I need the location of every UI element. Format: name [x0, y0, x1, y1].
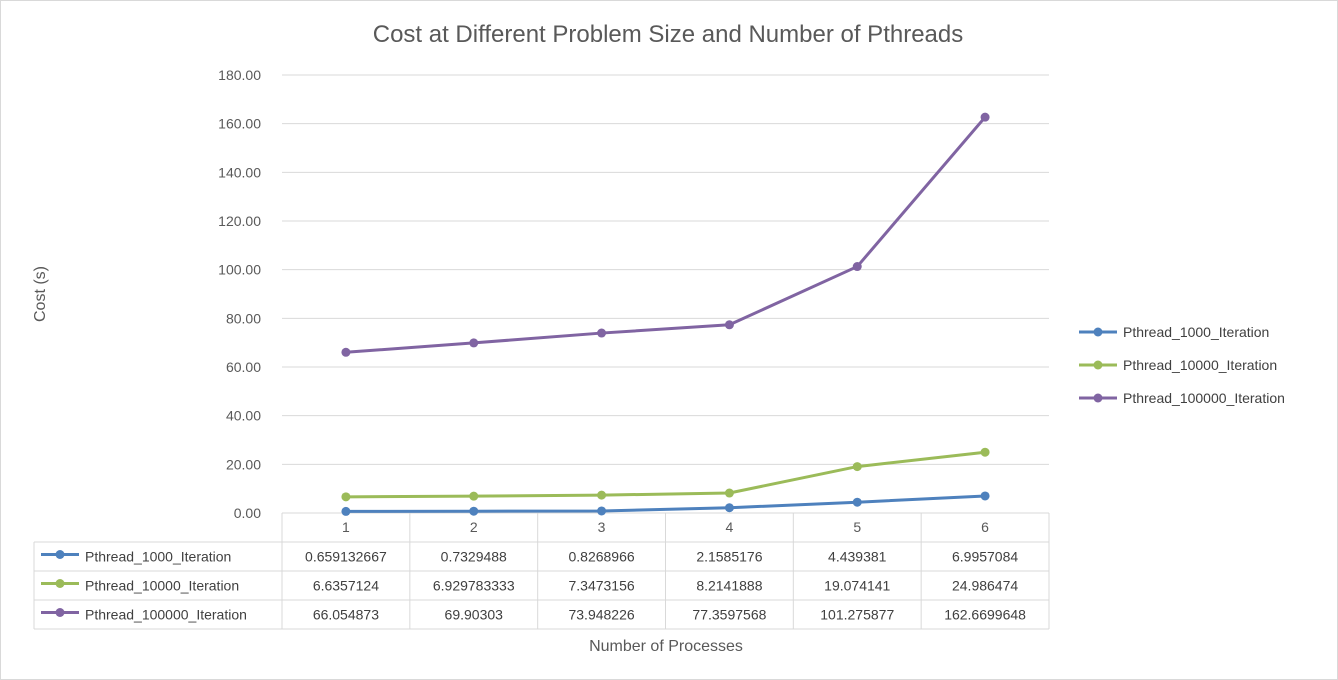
data-point [853, 498, 862, 507]
table-cell-value: 8.2141888 [696, 578, 762, 594]
x-tick-label: 3 [598, 519, 606, 535]
y-tick-label: 100.00 [218, 262, 261, 278]
legend-label: Pthread_10000_Iteration [1123, 357, 1277, 373]
series-line [346, 496, 985, 511]
table-cell-value: 0.8268966 [568, 549, 634, 565]
data-point [469, 507, 478, 516]
table-legend-key-marker [56, 579, 65, 588]
data-point [341, 507, 350, 516]
table-cell-value: 0.659132667 [305, 549, 387, 565]
series-lines [341, 113, 989, 516]
chart-title: Cost at Different Problem Size and Numbe… [373, 21, 964, 48]
y-tick-label: 140.00 [218, 164, 261, 180]
table-series-label: Pthread_100000_Iteration [85, 607, 247, 623]
table-legend-key-marker [56, 608, 65, 617]
gridlines: 0.00 20.00 40.00 60.00 80.00 100.00 120.00 140.… [218, 67, 1049, 521]
table-cell-value: 0.7329488 [441, 549, 507, 565]
data-table: 1 2 3 4 5 6 Pthread_1000_Iteration 0.659132667 0… [34, 513, 1049, 629]
data-point [341, 348, 350, 357]
x-axis-title: Number of Processes [589, 638, 743, 655]
y-tick-label: 80.00 [226, 310, 261, 326]
table-legend-key-marker [56, 550, 65, 559]
x-tick-label: 5 [853, 519, 861, 535]
legend: Pthread_1000_Iteration Pthread_10000_Iter… [1079, 324, 1285, 406]
data-point [981, 491, 990, 500]
data-point [469, 492, 478, 501]
legend-key-marker [1094, 361, 1103, 370]
y-tick-label: 160.00 [218, 116, 261, 132]
series-line [346, 117, 985, 352]
x-tick-label: 4 [726, 519, 734, 535]
data-point [853, 462, 862, 471]
legend-label: Pthread_100000_Iteration [1123, 390, 1285, 406]
table-series-label: Pthread_10000_Iteration [85, 578, 239, 594]
data-point [469, 338, 478, 347]
data-point [597, 506, 606, 515]
x-tick-label: 2 [470, 519, 478, 535]
y-tick-label: 60.00 [226, 359, 261, 375]
data-point [725, 489, 734, 498]
table-cell-value: 69.90303 [445, 607, 504, 623]
legend-label: Pthread_1000_Iteration [1123, 324, 1269, 340]
y-axis-title: Cost (s) [32, 266, 49, 322]
table-cell-value: 24.986474 [952, 578, 1018, 594]
legend-key-marker [1094, 328, 1103, 337]
data-point [341, 492, 350, 501]
table-cell-value: 19.074141 [824, 578, 890, 594]
table-cell-value: 4.439381 [828, 549, 887, 565]
data-point [725, 320, 734, 329]
y-tick-label: 40.00 [226, 408, 261, 424]
data-point [981, 448, 990, 457]
table-cell-value: 6.9957084 [952, 549, 1018, 565]
table-cell-value: 6.6357124 [313, 578, 379, 594]
table-cell-value: 77.3597568 [692, 607, 766, 623]
table-cell-value: 6.929783333 [433, 578, 515, 594]
table-cell-value: 2.1585176 [696, 549, 762, 565]
data-point [981, 113, 990, 122]
table-cell-value: 162.6699648 [944, 607, 1026, 623]
table-cell-value: 66.054873 [313, 607, 379, 623]
y-tick-label: 0.00 [234, 505, 261, 521]
data-point [725, 503, 734, 512]
x-tick-label: 6 [981, 519, 989, 535]
y-tick-label: 180.00 [218, 67, 261, 83]
table-series-label: Pthread_1000_Iteration [85, 549, 231, 565]
x-tick-label: 1 [342, 519, 350, 535]
table-cell-value: 101.275877 [820, 607, 894, 623]
table-cell-value: 73.948226 [568, 607, 634, 623]
table-cell-value: 7.3473156 [568, 578, 634, 594]
data-point [597, 491, 606, 500]
y-tick-label: 20.00 [226, 456, 261, 472]
series-line [346, 452, 985, 497]
data-point [597, 329, 606, 338]
data-point [853, 262, 862, 271]
y-tick-label: 120.00 [218, 213, 261, 229]
legend-key-marker [1094, 394, 1103, 403]
